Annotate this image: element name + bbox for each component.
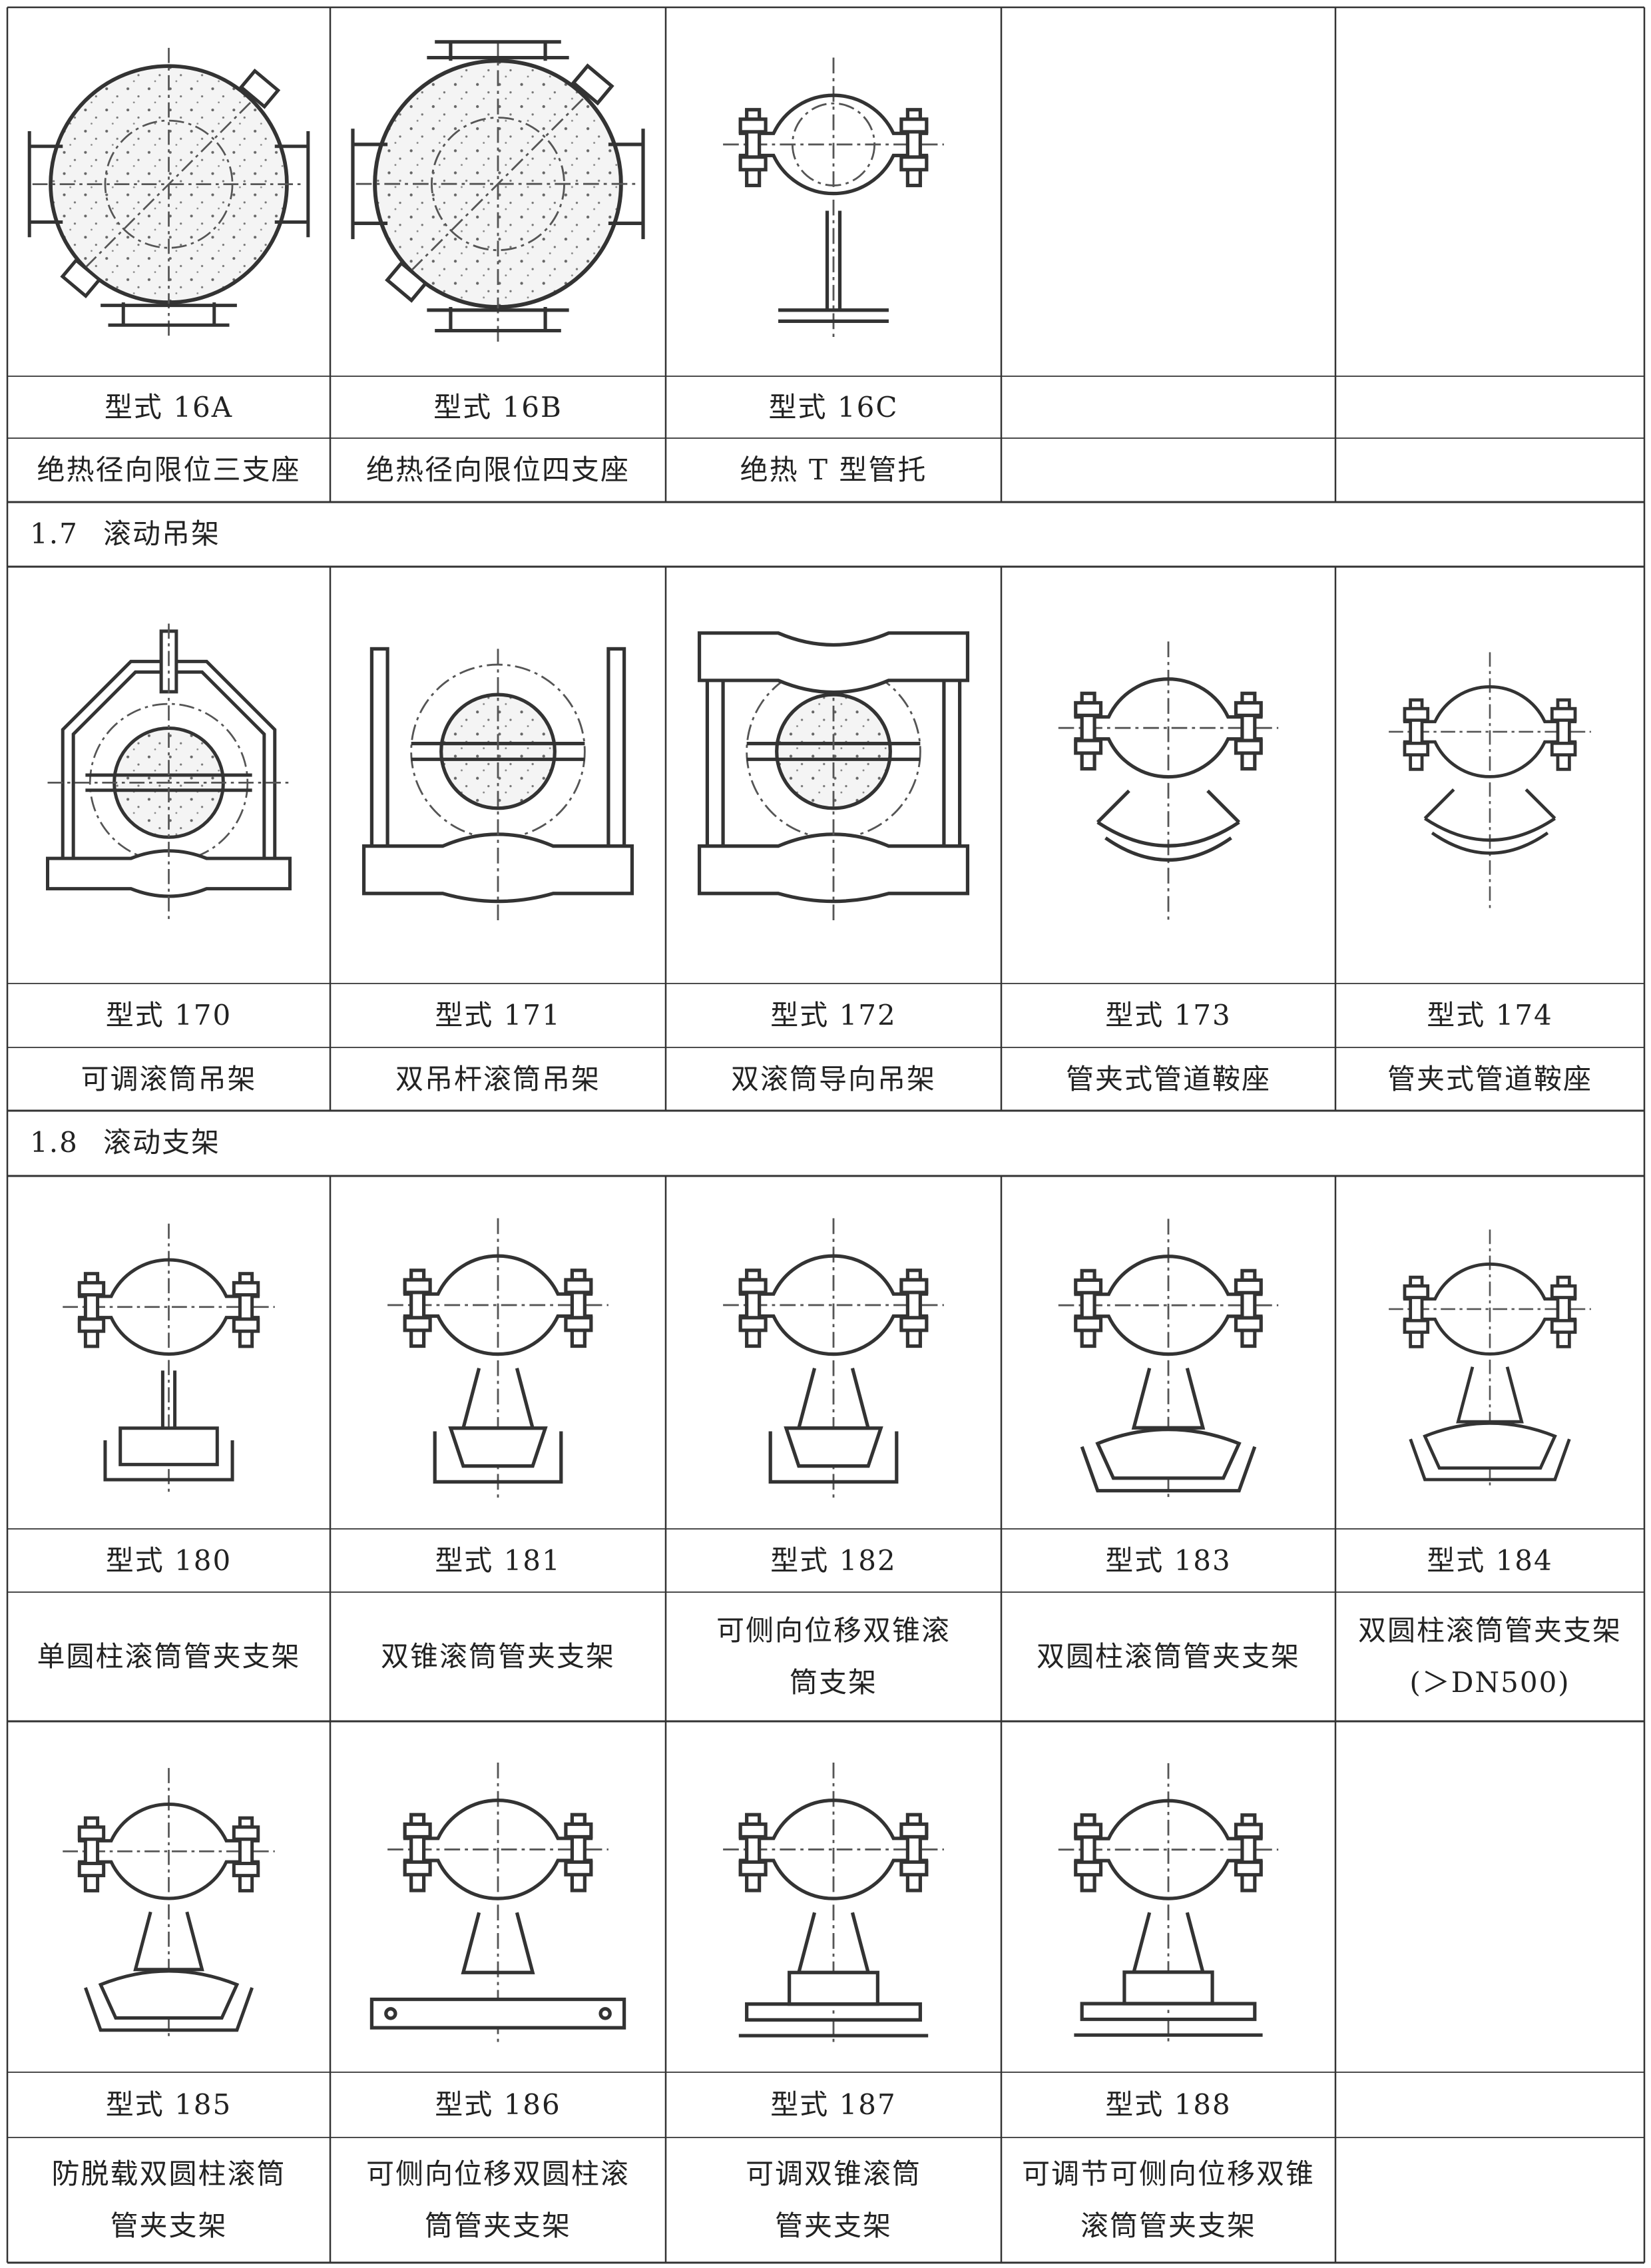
- description: 筒管夹支架: [424, 2209, 571, 2242]
- drawing: [48, 624, 290, 920]
- description: 管夹支架: [774, 2209, 892, 2242]
- drawing: [1059, 641, 1278, 924]
- table-grid: [6, 6, 1646, 2264]
- section-number: 1.7: [30, 517, 79, 550]
- description: 滚筒管夹支架: [1080, 2209, 1256, 2242]
- drawing: [63, 1768, 275, 2041]
- model-label: 型式 185: [105, 2088, 232, 2121]
- drawing: [1059, 1219, 1278, 1502]
- description: 绝热径向限位四支座: [365, 453, 630, 486]
- description: 双吊杆滚筒吊架: [395, 1062, 600, 1095]
- description: 可调双锥滚筒: [745, 2157, 921, 2190]
- drawing: [29, 48, 308, 336]
- drawing: [1389, 653, 1591, 913]
- drawing: [371, 1763, 624, 2047]
- model-label: 型式 187: [770, 2088, 897, 2121]
- drawing: [1389, 1230, 1591, 1490]
- drawing: [723, 1763, 944, 2047]
- drawing: [1059, 1763, 1278, 2046]
- description: 绝热径向限位三支座: [37, 453, 301, 486]
- description: 可侧向位移双圆柱滚: [365, 2157, 630, 2190]
- model-label: 型式 188: [1105, 2088, 1232, 2121]
- description: 防脱载双圆柱滚筒: [51, 2157, 286, 2190]
- drawing: [700, 633, 968, 925]
- drawing: [387, 1219, 608, 1503]
- model-label: 型式 174: [1427, 999, 1553, 1031]
- description: 管夹支架: [110, 2209, 228, 2242]
- section-title: 滚动支架: [103, 1126, 221, 1159]
- description: 可调滚筒吊架: [81, 1062, 257, 1095]
- model-label: 型式 171: [435, 999, 561, 1031]
- model-label: 型式 183: [1105, 1544, 1232, 1577]
- drawing: [353, 42, 643, 342]
- model-label: 型式 180: [105, 1544, 232, 1577]
- model-label: 型式 181: [435, 1544, 561, 1577]
- drawings: [29, 42, 1591, 2047]
- drawing: [364, 649, 632, 925]
- model-label: 型式 182: [770, 1544, 897, 1577]
- description: 双圆柱滚筒管夹支架: [1357, 1614, 1622, 1647]
- description: 双滚筒导向吊架: [730, 1062, 936, 1095]
- description: 可调节可侧向位移双锥: [1021, 2157, 1315, 2190]
- description: 双锥滚筒管夹支架: [380, 1640, 615, 1673]
- drawing: [723, 1219, 944, 1503]
- section-title: 滚动吊架: [103, 517, 221, 550]
- model-label: 型式 184: [1427, 1544, 1553, 1577]
- description: 管夹式管道鞍座: [1065, 1062, 1271, 1095]
- model-label: 型式 173: [1105, 999, 1232, 1031]
- drawing: [723, 58, 944, 342]
- section-number: 1.8: [30, 1126, 79, 1159]
- model-label: 型式 16B: [433, 390, 563, 424]
- description: (＞DN500): [1409, 1666, 1570, 1699]
- description: 绝热 T 型管托: [740, 453, 927, 486]
- description: 单圆柱滚筒管夹支架: [37, 1640, 301, 1673]
- drawing: [63, 1224, 275, 1497]
- description: 双圆柱滚筒管夹支架: [1036, 1640, 1300, 1673]
- model-label: 型式 16A: [104, 390, 234, 424]
- description: 筒支架: [789, 1666, 877, 1699]
- model-label: 型式 16C: [768, 390, 899, 424]
- description: 可侧向位移双锥滚: [716, 1614, 951, 1647]
- model-label: 型式 186: [435, 2088, 561, 2121]
- model-label: 型式 172: [770, 999, 897, 1031]
- model-label: 型式 170: [105, 999, 232, 1031]
- description: 管夹式管道鞍座: [1387, 1062, 1592, 1095]
